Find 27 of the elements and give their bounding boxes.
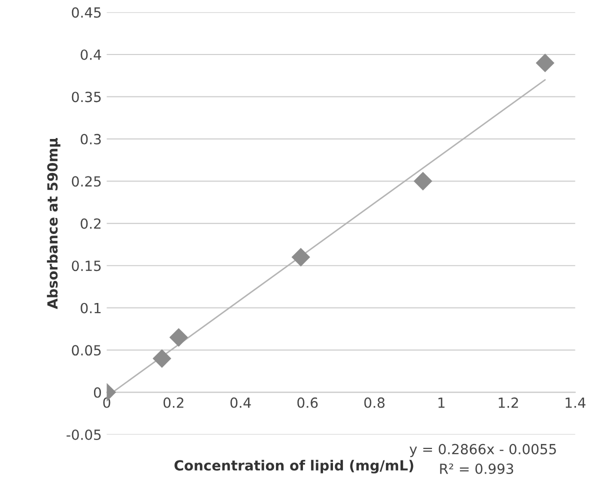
y-tick-label: 0.45	[72, 7, 101, 18]
point	[292, 248, 310, 267]
y-tick-label: 0	[94, 387, 101, 398]
y-tick-label: -0.05	[66, 430, 101, 440]
x-tick-label: 0.6	[297, 397, 318, 408]
point	[414, 172, 432, 190]
x-axis-title: Concentration of lipid (mg/mL)	[174, 460, 414, 474]
x-tick-label: 0.8	[364, 397, 385, 408]
y-tick-label: 0.2	[80, 218, 100, 229]
y-axis-title: Absorbance at 590mμ	[46, 138, 60, 310]
point	[169, 328, 188, 347]
x-tick-label: 0.2	[164, 397, 184, 408]
text: R² = 0.993	[440, 464, 514, 474]
y-tick-label: 0.05	[72, 345, 101, 356]
y-tick-label: 0.1	[80, 302, 101, 314]
x-tick-label: 0.4	[230, 397, 251, 408]
y-tick-label: 0.25	[72, 176, 101, 187]
x-tick-label: 1.4	[566, 398, 586, 408]
x-tick-label: 1	[438, 398, 444, 408]
y-tick-label: 0.35	[72, 92, 101, 102]
x-tick-label: 1.2	[498, 397, 518, 408]
point	[536, 54, 554, 72]
y-tick-label: 0.3	[80, 134, 101, 144]
point	[152, 349, 172, 368]
y-tick-label: 0.4	[80, 49, 102, 60]
y-tick-label: 0.15	[72, 260, 101, 272]
text: y = 0.2866x - 0.0055	[410, 444, 556, 458]
